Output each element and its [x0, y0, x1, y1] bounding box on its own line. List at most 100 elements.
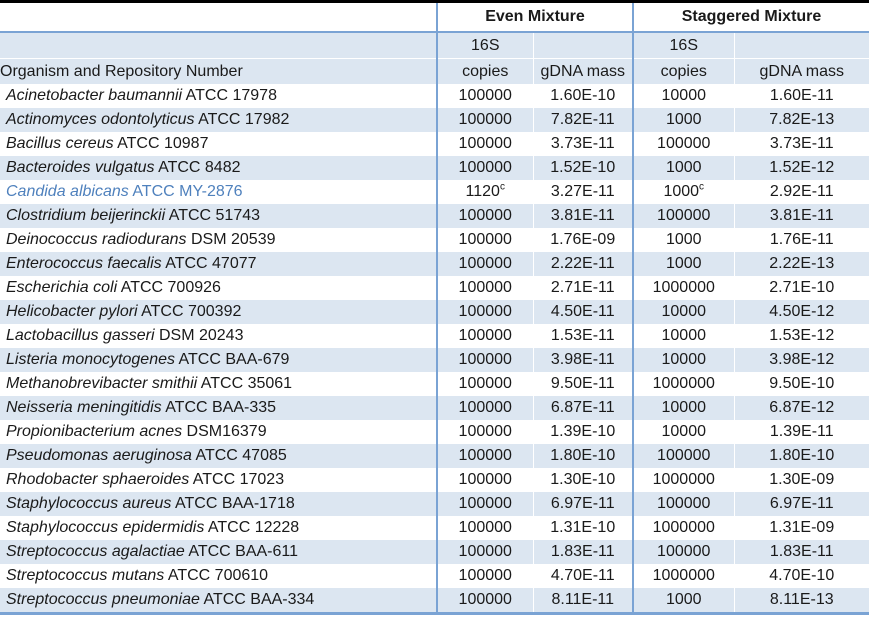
- repository-number: ATCC 700610: [164, 567, 269, 584]
- even-gdna-mass-cell: 1.83E-11: [532, 540, 633, 564]
- even-16s-copies-cell: 100000: [436, 420, 533, 444]
- even-gdna-mass-cell: 9.50E-11: [532, 372, 633, 396]
- table-row: Listeria monocytogenes ATCC BAA-679 10000…: [0, 348, 869, 372]
- table-row: Propionibacterium acnes DSM16379 100000 1.…: [0, 420, 869, 444]
- even-16s-copies-cell: 100000: [436, 252, 533, 276]
- organism-name: Staphylococcus aureus: [6, 495, 172, 512]
- staggered-16s-copies-cell: 100000: [632, 444, 734, 468]
- staggered-gdna-mass-cell: 1.30E-09: [733, 468, 869, 492]
- organism-cell: Clostridium beijerinckii ATCC 51743: [0, 204, 437, 228]
- table-row: Actinomyces odontolyticus ATCC 17982 1000…: [0, 108, 869, 132]
- organism-name: Streptococcus mutans: [6, 567, 165, 584]
- staggered-16s-copies-cell: 10000: [632, 84, 734, 108]
- table-row: Bacteroides vulgatus ATCC 8482 100000 1.52…: [0, 156, 869, 180]
- even-gdna-mass-cell: 6.97E-11: [532, 492, 633, 516]
- even-16s-copies-cell: 100000: [436, 492, 533, 516]
- organism-name: Acinetobacter baumannii: [6, 87, 183, 104]
- staggered-gdna-mass-cell: 2.22E-13: [733, 252, 869, 276]
- organism-cell: Listeria monocytogenes ATCC BAA-679: [0, 348, 437, 372]
- table-row: Lactobacillus gasseri DSM 20243 100000 1.5…: [0, 324, 869, 348]
- organism-name: Escherichia coli: [6, 279, 118, 296]
- staggered-16s-copies-cell: 1000000: [632, 372, 734, 396]
- even-gdna-mass-cell: 1.31E-10: [532, 516, 633, 540]
- staggered-16s-copies-cell: 1000: [632, 228, 734, 252]
- organism-cell: Actinomyces odontolyticus ATCC 17982: [0, 108, 437, 132]
- even-gdna-mass-cell: 4.70E-11: [532, 564, 633, 588]
- staggered-16s-copies-cell: 1000c: [632, 180, 734, 204]
- staggered-gdna-mass-cell: 3.98E-12: [733, 348, 869, 372]
- table-body: Acinetobacter baumannii ATCC 17978 100000…: [0, 84, 869, 615]
- even-16s-copies-cell: 100000: [436, 324, 533, 348]
- staggered-gdna-mass-cell: 8.11E-13: [733, 588, 869, 615]
- even-gdna-mass-cell: 1.53E-11: [532, 324, 633, 348]
- staggered-16s-copies-cell: 1000: [632, 108, 734, 132]
- organism-name: Pseudomonas aeruginosa: [6, 447, 192, 464]
- organism-name: Clostridium beijerinckii: [6, 207, 166, 224]
- staggered-16s-copies-cell: 10000: [632, 300, 734, 324]
- table-row: Deinococcus radiodurans DSM 20539 100000 1…: [0, 228, 869, 252]
- table-row: Enterococcus faecalis ATCC 47077 100000 2.…: [0, 252, 869, 276]
- even-gdna-mass-cell: 1.52E-10: [532, 156, 633, 180]
- staggered-gdna-mass-cell: 3.73E-11: [733, 132, 869, 156]
- staggered-gdna-mass-cell: 1.60E-11: [733, 84, 869, 108]
- repository-number: ATCC BAA-611: [184, 543, 299, 560]
- repository-number: ATCC 17978: [182, 87, 277, 104]
- staggered-16s-copies-cell: 1000000: [632, 468, 734, 492]
- organism-name: Enterococcus faecalis: [6, 255, 162, 272]
- organism-cell: Staphylococcus aureus ATCC BAA-1718: [0, 492, 437, 516]
- staggered-mixture-group-header: Staggered Mixture: [632, 0, 869, 33]
- even-gdna-spacer: [532, 32, 633, 59]
- mock-community-table: Even Mixture Staggered Mixture 16S 16S O…: [0, 0, 869, 615]
- organism-cell: Lactobacillus gasseri DSM 20243: [0, 324, 437, 348]
- table-row: Helicobacter pylori ATCC 700392 100000 4.5…: [0, 300, 869, 324]
- organism-name: Methanobrevibacter smithii: [6, 375, 198, 392]
- organism-cell: Neisseria meningitidis ATCC BAA-335: [0, 396, 437, 420]
- organism-cell: Deinococcus radiodurans DSM 20539: [0, 228, 437, 252]
- organism-name: Propionibacterium acnes: [6, 423, 183, 440]
- even-gdna-mass-cell: 6.87E-11: [532, 396, 633, 420]
- even-16s-copies-cell: 100000: [436, 564, 533, 588]
- even-gdna-mass-cell: 4.50E-11: [532, 300, 633, 324]
- even-gdna-mass-cell: 8.11E-11: [532, 588, 633, 615]
- empty-corner-cell: [0, 0, 437, 33]
- organism-cell: Propionibacterium acnes DSM16379: [0, 420, 437, 444]
- staggered-gdna-spacer: [733, 32, 869, 59]
- staggered-16s-copies-cell: 1000000: [632, 516, 734, 540]
- even-gdna-mass-cell: 3.81E-11: [532, 204, 633, 228]
- staggered-gdna-mass-cell: 2.71E-10: [733, 276, 869, 300]
- staggered-gdna-mass-cell: 2.92E-11: [733, 180, 869, 204]
- organism-cell: Bacteroides vulgatus ATCC 8482: [0, 156, 437, 180]
- repository-number: ATCC MY-2876: [128, 183, 243, 200]
- organism-cell: Streptococcus mutans ATCC 700610: [0, 564, 437, 588]
- organism-cell: Methanobrevibacter smithii ATCC 35061: [0, 372, 437, 396]
- table-row: Streptococcus pneumoniae ATCC BAA-334 100…: [0, 588, 869, 615]
- table-row: Staphylococcus epidermidis ATCC 12228 100…: [0, 516, 869, 540]
- staggered-copies-header: copies: [632, 58, 734, 84]
- staggered-16s-copies-cell: 1000000: [632, 276, 734, 300]
- group-header-row: Even Mixture Staggered Mixture: [0, 0, 869, 33]
- organism-cell: Candida albicans ATCC MY-2876: [0, 180, 437, 204]
- even-16s-copies-cell: 100000: [436, 516, 533, 540]
- even-gdna-mass-cell: 3.98E-11: [532, 348, 633, 372]
- staggered-gdna-mass-cell: 1.52E-12: [733, 156, 869, 180]
- table-row: Rhodobacter sphaeroides ATCC 17023 100000…: [0, 468, 869, 492]
- staggered-gdna-mass-cell: 4.50E-12: [733, 300, 869, 324]
- organism-name: Bacillus cereus: [6, 135, 114, 152]
- repository-number: ATCC 8482: [154, 159, 241, 176]
- even-gdna-mass-cell: 2.71E-11: [532, 276, 633, 300]
- organism-name: Staphylococcus epidermidis: [6, 519, 205, 536]
- repository-number: ATCC 47077: [161, 255, 257, 272]
- table-row: Candida albicans ATCC MY-2876 1120c 3.27E-…: [0, 180, 869, 204]
- table-row: Acinetobacter baumannii ATCC 17978 100000…: [0, 84, 869, 108]
- even-16s-copies-cell: 100000: [436, 228, 533, 252]
- organism-name: Helicobacter pylori: [6, 303, 138, 320]
- staggered-16s-copies-cell: 10000: [632, 396, 734, 420]
- repository-number: ATCC 51743: [165, 207, 261, 224]
- organism-name: Lactobacillus gasseri: [6, 327, 155, 344]
- repository-number: ATCC 700926: [117, 279, 221, 296]
- even-16s-copies-cell: 100000: [436, 348, 533, 372]
- even-mixture-group-header: Even Mixture: [436, 0, 633, 33]
- staggered-16s-copies-cell: 1000: [632, 252, 734, 276]
- table-row: Neisseria meningitidis ATCC BAA-335 10000…: [0, 396, 869, 420]
